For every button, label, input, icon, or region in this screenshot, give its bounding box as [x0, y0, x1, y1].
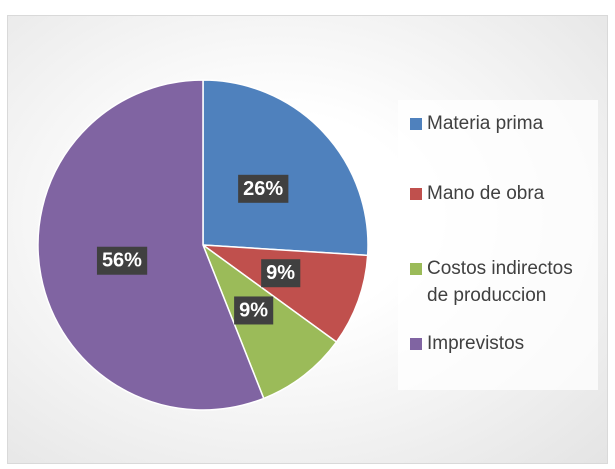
- legend: Materia prima Mano de obra Costos indirect…: [398, 100, 598, 390]
- legend-swatch: [410, 338, 422, 350]
- data-label-text: 26%: [243, 178, 283, 200]
- pie-slice: [200, 244, 369, 344]
- data-label-box: [261, 259, 301, 288]
- data-label-box: [234, 296, 274, 325]
- legend-item: Imprevistos: [410, 330, 595, 357]
- data-label-text: 9%: [239, 299, 268, 321]
- legend-swatch: [410, 188, 422, 200]
- legend-item: Materia prima: [410, 110, 595, 137]
- data-label: 26%: [238, 174, 289, 203]
- legend-label: Materia prima: [427, 113, 544, 134]
- legend-label: Costos indirectos de produccion: [427, 258, 573, 306]
- legend-item: Costos indirectos de produccion: [410, 255, 595, 309]
- data-label: 9%: [234, 296, 274, 325]
- pie-slice: [202, 79, 369, 257]
- data-label-box: [238, 174, 289, 203]
- data-label: 56%: [96, 246, 148, 275]
- data-label-text: 9%: [266, 262, 295, 284]
- data-label-box: [96, 246, 148, 275]
- pie-slice: [37, 79, 265, 411]
- legend-label: Mano de obra: [427, 183, 545, 204]
- legend-label: Imprevistos: [427, 333, 525, 354]
- legend-swatch: [410, 263, 422, 275]
- data-label: 9%: [261, 259, 301, 288]
- data-label-text: 56%: [102, 250, 142, 272]
- legend-swatch: [410, 118, 422, 130]
- legend-item: Mano de obra: [410, 180, 595, 207]
